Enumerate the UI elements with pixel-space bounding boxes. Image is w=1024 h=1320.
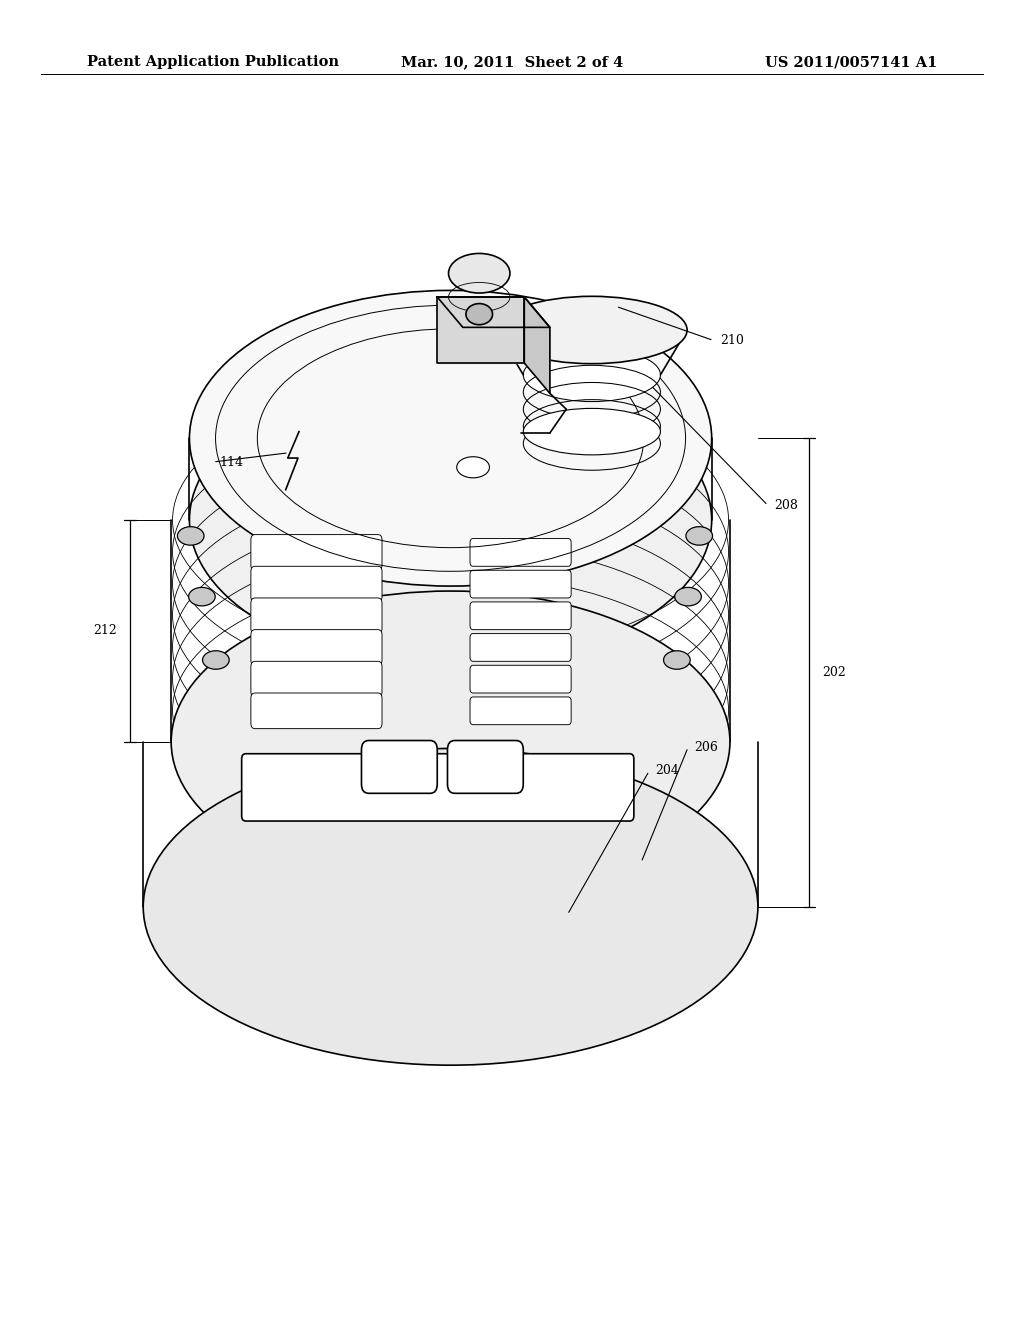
- Ellipse shape: [177, 527, 204, 545]
- Ellipse shape: [188, 587, 215, 606]
- Ellipse shape: [675, 587, 701, 606]
- FancyBboxPatch shape: [251, 566, 382, 602]
- Text: 216: 216: [452, 723, 476, 737]
- Text: 210: 210: [720, 334, 743, 347]
- Text: 206: 206: [694, 741, 718, 754]
- Polygon shape: [437, 297, 550, 327]
- FancyBboxPatch shape: [251, 535, 382, 570]
- Ellipse shape: [523, 348, 660, 401]
- FancyBboxPatch shape: [361, 741, 437, 793]
- Text: Mar. 10, 2011  Sheet 2 of 4: Mar. 10, 2011 Sheet 2 of 4: [400, 55, 624, 70]
- Ellipse shape: [686, 527, 713, 545]
- Text: 208: 208: [774, 499, 798, 512]
- FancyBboxPatch shape: [251, 630, 382, 665]
- Ellipse shape: [143, 748, 758, 1065]
- FancyBboxPatch shape: [470, 602, 571, 630]
- FancyBboxPatch shape: [251, 661, 382, 697]
- FancyBboxPatch shape: [242, 754, 634, 821]
- Ellipse shape: [189, 290, 712, 586]
- FancyBboxPatch shape: [470, 570, 571, 598]
- Polygon shape: [524, 297, 550, 393]
- FancyBboxPatch shape: [470, 697, 571, 725]
- Ellipse shape: [664, 651, 690, 669]
- FancyBboxPatch shape: [470, 634, 571, 661]
- Text: Patent Application Publication: Patent Application Publication: [87, 55, 339, 70]
- Ellipse shape: [203, 651, 229, 669]
- Ellipse shape: [497, 296, 687, 364]
- Ellipse shape: [449, 253, 510, 293]
- Ellipse shape: [457, 457, 489, 478]
- Ellipse shape: [523, 408, 660, 455]
- Ellipse shape: [466, 304, 493, 325]
- Text: 212: 212: [93, 624, 117, 638]
- FancyBboxPatch shape: [251, 693, 382, 729]
- FancyBboxPatch shape: [470, 539, 571, 566]
- Text: 216: 216: [387, 723, 412, 737]
- Polygon shape: [437, 297, 524, 363]
- FancyBboxPatch shape: [447, 741, 523, 793]
- FancyBboxPatch shape: [470, 665, 571, 693]
- Text: US 2011/0057141 A1: US 2011/0057141 A1: [765, 55, 937, 70]
- Text: 114: 114: [219, 455, 243, 469]
- Text: FIG. 2: FIG. 2: [169, 924, 234, 942]
- Ellipse shape: [171, 591, 730, 892]
- FancyBboxPatch shape: [251, 598, 382, 634]
- Text: 202: 202: [822, 667, 846, 678]
- Text: 204: 204: [655, 764, 679, 777]
- Ellipse shape: [189, 372, 712, 668]
